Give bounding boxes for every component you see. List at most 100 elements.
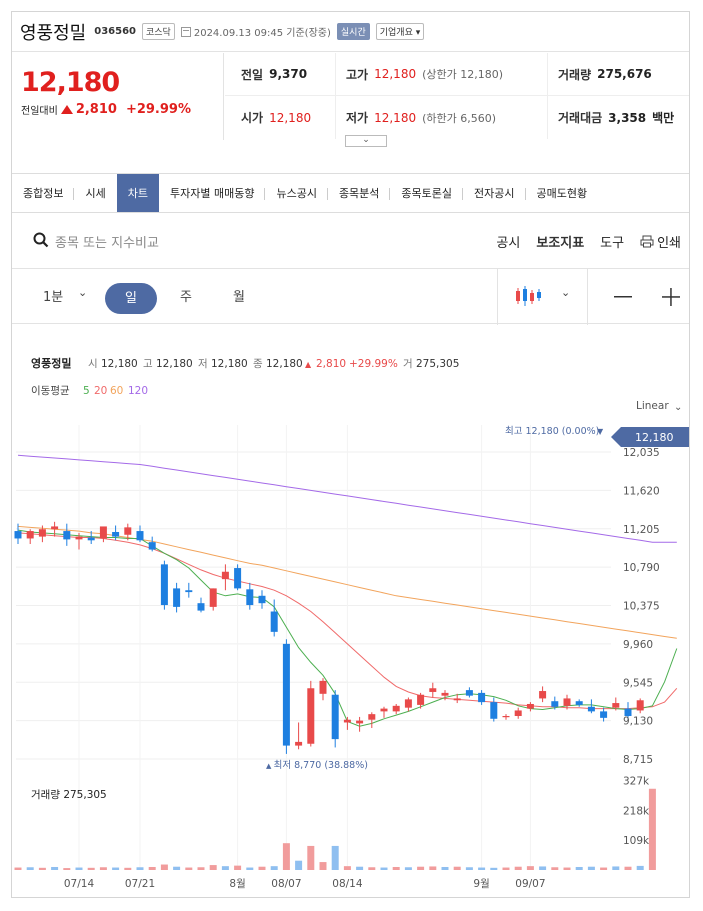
volume-bar [99,867,107,870]
realtime-button[interactable]: 실시간 [336,23,370,40]
tab-quotes[interactable]: 시세 [85,187,106,200]
candle [453,698,461,701]
volume-bar [539,866,547,870]
zoom-out-icon[interactable] [614,296,632,298]
volume-bar [14,867,22,870]
chevron-down-icon: ⌄ [362,135,370,145]
lower-limit: (하한가 6,560) [422,111,497,125]
ma-label: 이동평균 [31,385,70,397]
candle [270,611,278,632]
low-value: 12,180 [374,110,417,125]
volume-value: 275,676 [597,67,652,81]
y-tick-label: 11,205 [623,524,660,536]
candle [417,694,425,705]
volume-bar [148,866,156,870]
high-label: 고 [143,358,153,370]
tab-news[interactable]: 뉴스공시 [265,174,329,212]
tab-investors[interactable]: 투자자별 매매동향 [159,174,266,212]
stock-header: 영풍정밀 036560 코스닥 2024.09.13 09:45 기준(장중) … [12,12,689,52]
candle [514,710,522,717]
candle [392,705,400,712]
chevron-down-icon[interactable]: ⌄ [78,286,88,299]
volume-bar [63,868,71,870]
tab-forum[interactable]: 종목토론실 [390,174,463,212]
volume-bar [600,867,608,870]
volume-bar [453,866,461,870]
ohlc-info: 시 12,180 고 12,180 저 12,180 종 12,180 ▲ 2,… [88,358,459,370]
candle [465,690,473,696]
x-tick-label: 08/07 [271,878,301,890]
scale-select[interactable]: Linear [636,400,669,412]
stock-page: 영풍정밀 036560 코스닥 2024.09.13 09:45 기준(장중) … [11,11,690,898]
period-month-button[interactable]: 월 [233,290,245,305]
high-value: 12,180 [374,67,417,81]
search-input[interactable]: 종목 또는 지수비교 [55,236,159,251]
divider [587,269,588,325]
volume-bar [38,867,46,870]
candlestick-type-icon[interactable] [515,285,541,307]
candle [148,542,156,550]
volume-label: 거래량 [558,67,592,82]
tab-short-selling[interactable]: 공매도현황 [536,187,588,200]
indicator-button[interactable]: 보조지표 [536,236,585,251]
tab-disclosure[interactable]: 전자공시 [463,174,527,212]
candle [136,531,144,541]
x-tick-label: 07/21 [125,878,155,890]
y-tick-label: 11,620 [623,485,660,497]
y-tick-label: 9,960 [623,639,653,651]
period-minute-select[interactable]: 1분 [43,290,64,305]
volume-bar [490,867,498,870]
candle [209,588,217,607]
tab-analysis[interactable]: 종목분석 [328,174,391,212]
volume-bar [185,867,193,870]
collapse-toggle-button[interactable]: ⌄ [345,135,387,147]
volume-bar [429,866,437,870]
candle [112,531,120,537]
chevron-down-icon[interactable]: ⌄ [674,402,682,413]
zoom-in-icon[interactable] [662,288,680,306]
y-tick-label: 12,035 [623,447,660,459]
candle [490,702,498,719]
high-label: 고가 [346,67,369,82]
candle [307,688,315,744]
candle [539,691,547,699]
high-value: 12,180 [156,358,193,370]
disclosure-button[interactable]: 공시 [496,236,521,251]
volume-bar [343,866,351,870]
calendar-icon [180,26,191,37]
volume-bar [624,866,632,870]
tab-summary[interactable]: 종합정보 [12,174,75,212]
candle [282,643,290,746]
ma120-line [17,454,677,543]
printer-icon [640,235,654,248]
x-tick-label: 07/14 [64,878,95,890]
volume-bar [404,867,412,870]
chevron-down-icon: ▾ [415,28,421,38]
tab-chart[interactable]: 차트 [116,174,159,212]
volume-bar [319,862,327,870]
amount-value: 3,358 [608,110,647,125]
price-chart[interactable]: 영풍정밀 시 12,180 고 12,180 저 12,180 종 12,180… [12,325,689,898]
divider [497,269,498,325]
x-tick-label: 8월 [229,878,245,890]
candle [478,692,486,703]
candle [502,716,510,718]
upper-limit: (상한가 12,180) [422,68,504,81]
volume-tick-label: 218k [623,805,650,817]
chart-tools: 공시 보조지표 도구 인쇄 [496,232,681,251]
company-overview-dropdown[interactable]: 기업개요 ▾ [375,23,425,40]
price-summary: 12,180 전일대비 2,810 +29.99% [12,53,224,140]
tools-button[interactable]: 도구 [600,236,625,251]
candle [99,526,107,539]
period-week-button[interactable]: 주 [180,290,192,305]
print-button[interactable]: 인쇄 [640,232,681,251]
volume-bar [612,866,620,870]
x-tick-label: 09/07 [515,878,545,890]
period-day-button[interactable]: 일 [105,283,157,314]
change-value: 2,810 [75,102,117,117]
search-icon[interactable] [33,232,49,248]
chevron-down-icon[interactable]: ⌄ [561,286,571,299]
volume-bar [282,843,290,870]
volume-bar [514,866,522,870]
volume-bar [356,866,364,870]
